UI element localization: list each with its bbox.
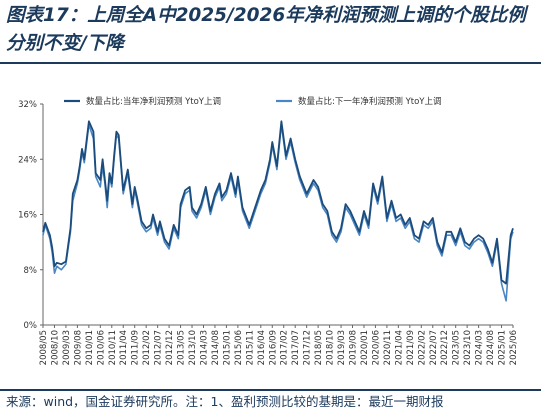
- x-tick-label: 2010/06: [96, 330, 106, 365]
- line-chart: 0% 8% 16% 24% 32% 2008/05 2008/10 2009/03 2009/0…: [18, 96, 519, 365]
- y-tick-label: 24%: [18, 155, 37, 165]
- y-tick-label: 32%: [18, 100, 37, 110]
- legend-label-2: 数量占比:下一年净利润预测 YtoY上调: [298, 96, 442, 107]
- x-tick-label: 2013/10: [188, 330, 198, 365]
- x-tick-label: 2024/08: [486, 330, 496, 365]
- x-tick-label: 2019/08: [349, 330, 359, 365]
- x-tick-label: 2017/07: [291, 330, 301, 365]
- x-tick-label: 2008/05: [39, 330, 49, 365]
- x-tick-label: 2009/08: [73, 330, 83, 365]
- x-tick-label: 2015/01: [222, 330, 232, 365]
- x-tick-label: 2019/03: [337, 330, 347, 365]
- x-tick-label: 2011/04: [119, 330, 129, 365]
- x-tick-label: 2010/11: [108, 330, 118, 365]
- x-tick-label: 2020/11: [383, 330, 393, 365]
- x-tick-label: 2017/02: [280, 330, 290, 365]
- chart-title: 图表17：上周全A中2025/2026年净利润预测上调的个股比例分别不变/下降: [6, 5, 526, 54]
- footer-divider: [0, 389, 541, 391]
- x-tick-label: 2022/02: [417, 330, 427, 365]
- x-tick-label: 2012/02: [142, 330, 152, 365]
- x-tick-label: 2014/03: [199, 330, 209, 365]
- x-tick-label: 2021/09: [406, 330, 416, 365]
- x-tick-label: 2012/07: [154, 330, 164, 365]
- x-tick-label: 2024/03: [475, 330, 485, 365]
- series-line-1: [42, 120, 514, 285]
- x-tick-label: 2009/03: [62, 330, 72, 365]
- x-tick-label: 2021/04: [394, 330, 404, 365]
- x-tick-label: 2015/06: [234, 330, 244, 365]
- series-lines: [42, 120, 514, 302]
- x-tick-label: 2022/12: [440, 330, 450, 365]
- x-tick-label: 2025/01: [498, 330, 508, 365]
- chart-legend: 数量占比:当年净利润预测 YtoY上调 数量占比:下一年净利润预测 YtoY上调: [64, 96, 442, 107]
- x-tick-label: 2016/09: [268, 330, 278, 365]
- x-tick-label: 2014/08: [211, 330, 221, 365]
- x-tick-label: 2015/11: [245, 330, 255, 365]
- y-tick-label: 8%: [24, 266, 38, 276]
- x-tick-label: 2022/07: [429, 330, 439, 365]
- x-tick-label: 2008/10: [50, 330, 60, 365]
- legend-label-1: 数量占比:当年净利润预测 YtoY上调: [86, 96, 221, 107]
- y-tick-label: 16%: [18, 211, 37, 221]
- x-tick-label: 2013/05: [177, 330, 187, 365]
- x-tick-label: 2017/12: [303, 330, 313, 365]
- x-tick-label: 2010/01: [85, 330, 95, 365]
- x-tick-label: 2018/10: [326, 330, 336, 365]
- x-tick-label: 2020/01: [360, 330, 370, 365]
- x-tick-label: 2011/09: [131, 330, 141, 365]
- x-tick-label: 2012/12: [165, 330, 175, 365]
- x-tick-label: 2020/06: [371, 330, 381, 365]
- x-tick-label: 2023/05: [452, 330, 462, 365]
- source-note: 来源：wind，国金证券研究所。注：1、盈利预测比较的基期是：最近一期财报: [6, 394, 444, 409]
- y-tick-label: 0%: [24, 321, 38, 331]
- x-tick-label: 2023/10: [463, 330, 473, 365]
- x-tick-label: 2016/04: [257, 330, 267, 365]
- chart-axes: 0% 8% 16% 24% 32% 2008/05 2008/10 2009/03 2009/0…: [18, 100, 519, 365]
- title-divider: [0, 62, 541, 64]
- x-tick-label: 2018/05: [314, 330, 324, 365]
- x-tick-label: 2025/06: [509, 330, 519, 365]
